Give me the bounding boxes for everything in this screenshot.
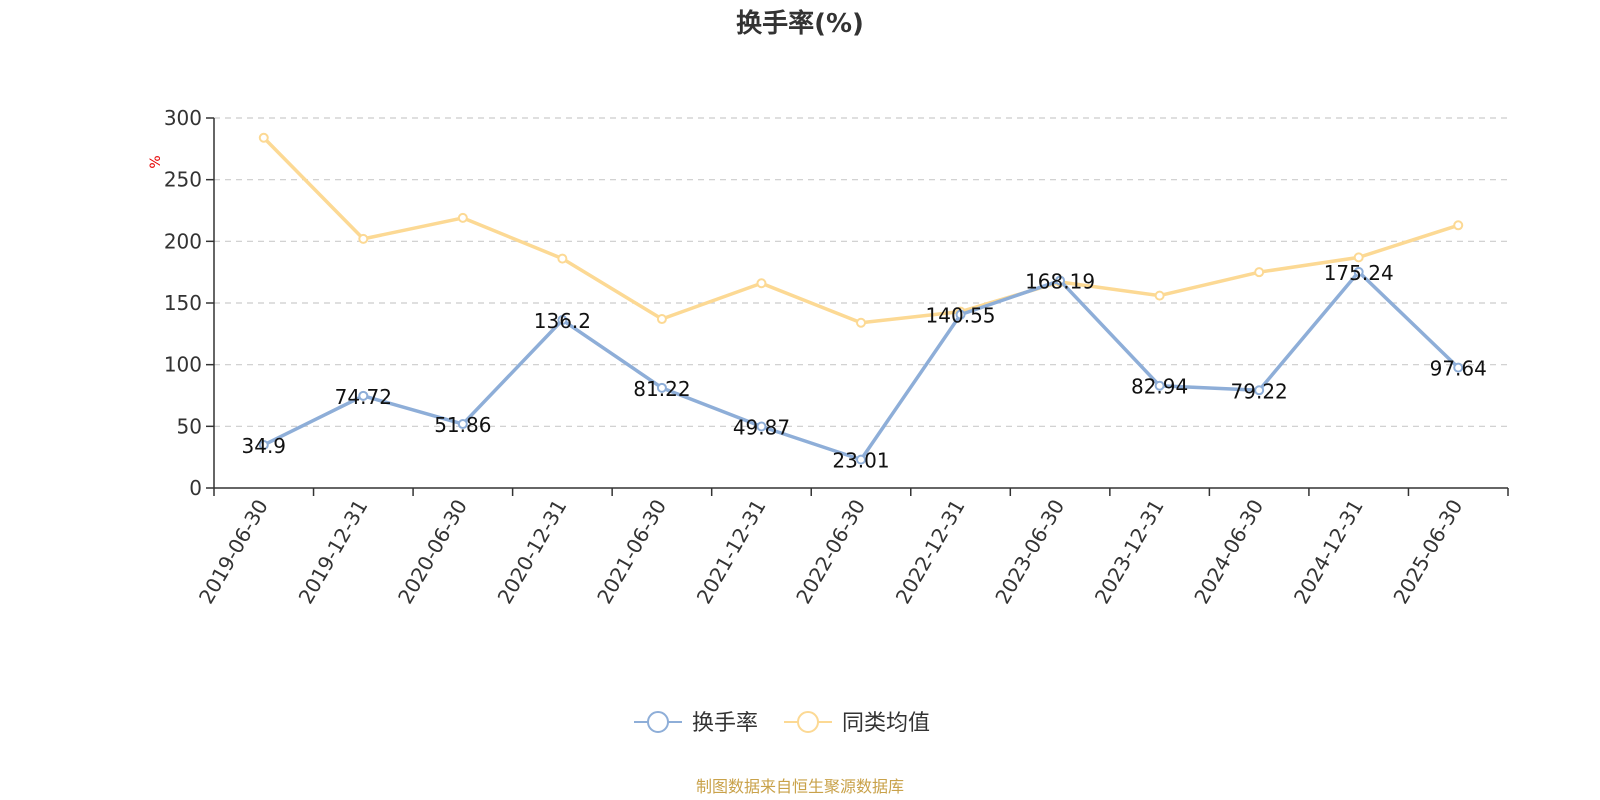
data-label: 79.22 xyxy=(1231,379,1288,403)
data-labels: 34.9 74.72 51.86 136.2 81.22 49.87 23.01 140.55… xyxy=(242,261,1487,473)
data-point[interactable] xyxy=(756,421,767,432)
data-point[interactable] xyxy=(358,390,369,401)
x-tick-label: 2021-06-30 xyxy=(592,495,671,608)
y-tick-label: 200 xyxy=(164,229,202,253)
legend-label: 同类均值 xyxy=(842,711,930,736)
data-point[interactable] xyxy=(756,278,767,289)
legend-marker xyxy=(647,711,669,733)
data-label: 81.22 xyxy=(633,377,690,401)
data-point[interactable] xyxy=(457,419,468,430)
data-point[interactable] xyxy=(258,439,269,450)
chart-title: 换手率(%) xyxy=(736,8,864,39)
data-label: 97.64 xyxy=(1430,357,1487,381)
y-tick-label: 250 xyxy=(164,168,202,192)
grid xyxy=(214,117,1508,427)
data-point[interactable] xyxy=(1453,220,1464,231)
data-point[interactable] xyxy=(1254,267,1265,278)
legend-item[interactable]: 换手率 xyxy=(634,711,758,736)
x-tick-label: 2021-12-31 xyxy=(692,495,771,608)
x-tick-label: 2019-12-31 xyxy=(293,495,372,608)
data-label: 136.2 xyxy=(534,309,591,333)
data-label: 51.86 xyxy=(434,413,491,437)
data-point[interactable] xyxy=(258,132,269,143)
data-point[interactable] xyxy=(1353,252,1364,263)
y-tick-label: 0 xyxy=(189,476,202,500)
data-point[interactable] xyxy=(656,382,667,393)
data-label: 23.01 xyxy=(832,449,889,473)
data-point[interactable] xyxy=(1254,385,1265,396)
data-point[interactable] xyxy=(1154,290,1165,301)
y-tick-label: 50 xyxy=(177,414,202,438)
x-tick-label: 2023-12-31 xyxy=(1090,495,1169,608)
data-label: 49.87 xyxy=(733,415,790,439)
series-line xyxy=(262,136,1459,325)
x-tick-label: 2024-12-31 xyxy=(1289,495,1368,608)
data-point[interactable] xyxy=(656,314,667,325)
data-label: 140.55 xyxy=(926,304,996,328)
y-tick-label: 100 xyxy=(164,353,202,377)
data-label: 34.9 xyxy=(242,434,287,458)
data-point[interactable] xyxy=(557,253,568,264)
legend-marker xyxy=(797,711,819,733)
data-label: 175.24 xyxy=(1324,261,1394,285)
x-tick-label: 2025-06-30 xyxy=(1388,495,1467,608)
y-tick-label: 300 xyxy=(164,106,202,130)
data-point[interactable] xyxy=(557,315,568,326)
data-label: 168.19 xyxy=(1025,270,1095,294)
data-point[interactable] xyxy=(358,233,369,244)
data-point[interactable] xyxy=(856,317,866,328)
x-tick-label: 2022-12-31 xyxy=(891,495,970,608)
legend[interactable]: 换手率 同类均值 xyxy=(634,711,930,736)
legend-item[interactable]: 同类均值 xyxy=(784,711,930,736)
data-point[interactable] xyxy=(1055,275,1066,286)
y-tick-label: 150 xyxy=(164,291,202,315)
data-label: 82.94 xyxy=(1131,375,1188,399)
y-axis-label: % xyxy=(148,155,164,168)
data-point[interactable] xyxy=(856,454,866,465)
data-label: 74.72 xyxy=(335,385,392,409)
data-point[interactable] xyxy=(1453,362,1464,373)
x-tick-label: 2024-06-30 xyxy=(1189,495,1268,608)
legend-label: 换手率 xyxy=(692,711,758,736)
data-point[interactable] xyxy=(1353,266,1364,277)
data-point[interactable] xyxy=(457,212,468,223)
data-point[interactable] xyxy=(1154,380,1165,391)
x-tick-label: 2020-12-31 xyxy=(493,495,572,608)
x-tick-label: 2023-06-30 xyxy=(990,495,1069,608)
data-point[interactable] xyxy=(955,309,966,320)
axes: 0 50 100 150 200 250 300 2019-06-30 2019-12-31 20… xyxy=(164,106,1509,608)
source-note: 制图数据来自恒生聚源数据库 xyxy=(696,777,904,796)
series xyxy=(258,132,1464,465)
x-tick-label: 2019-06-30 xyxy=(194,495,273,608)
x-tick-label: 2020-06-30 xyxy=(393,495,472,608)
x-tick-label: 2022-06-30 xyxy=(791,495,870,608)
